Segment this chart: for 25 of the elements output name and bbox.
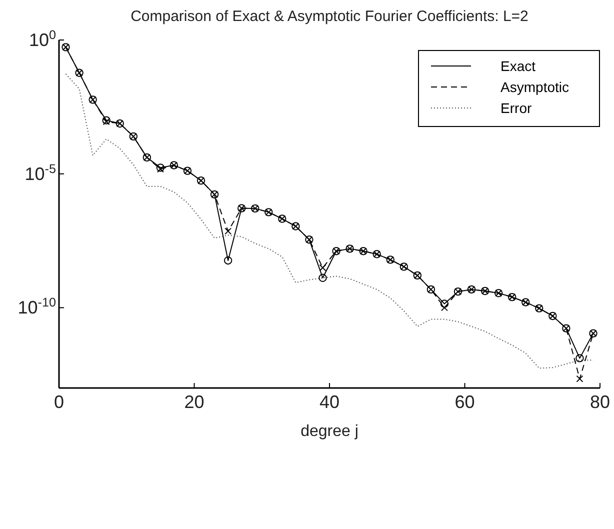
- legend-label: Error: [500, 100, 532, 116]
- point: [440, 304, 448, 312]
- chart-title: Comparison of Exact & Asymptotic Fourier Coefficients: L=2: [130, 8, 530, 25]
- x-axis-title: degree j: [300, 423, 358, 440]
- point: [102, 116, 110, 124]
- y-tick-label: 10$^{0}$: [28, 28, 56, 50]
- y-tick-label: 10$^{-5}$: [24, 162, 56, 184]
- point: [156, 164, 165, 172]
- point: [156, 166, 164, 173]
- x-tick-label: 20: [184, 392, 204, 412]
- point: [224, 256, 232, 265]
- x-tick-label: 60: [454, 392, 475, 412]
- y-tick-label: 10$^{-10}$: [18, 296, 56, 318]
- point: [224, 228, 232, 235]
- point: [440, 300, 449, 308]
- x-tick-label: 80: [590, 392, 610, 412]
- point: [576, 354, 584, 362]
- point: [576, 375, 584, 382]
- legend-label: Asymptotic: [500, 78, 569, 94]
- point: [102, 118, 110, 126]
- legend-label: Exact: [500, 58, 536, 74]
- x-tick-label: 0: [54, 392, 64, 412]
- point: [318, 274, 327, 282]
- point: [319, 264, 326, 272]
- x-tick-label: 40: [319, 392, 340, 412]
